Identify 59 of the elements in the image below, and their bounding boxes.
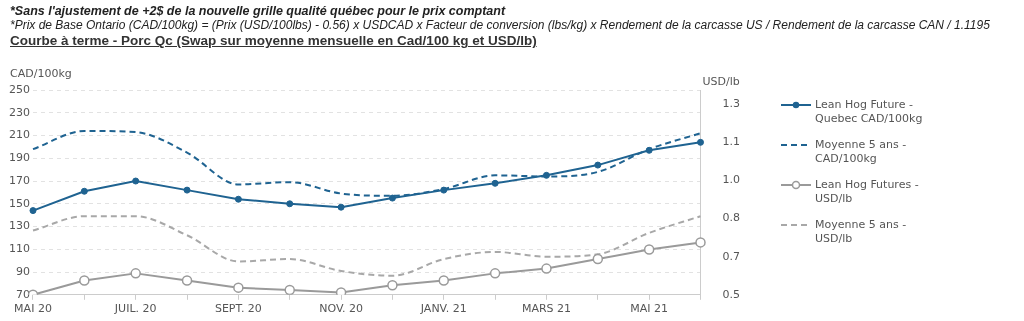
y-tick-label: 190 — [9, 151, 30, 165]
point — [79, 275, 90, 286]
y-tick-label: 170 — [9, 173, 30, 187]
point — [645, 146, 653, 154]
point — [388, 194, 396, 202]
y-tick-label: 210 — [9, 128, 30, 142]
point — [284, 284, 295, 295]
point — [491, 179, 499, 187]
y-tick-label: 130 — [9, 219, 30, 233]
y2-tick-label: 0.5 — [722, 287, 741, 301]
point — [29, 207, 37, 215]
y-tick-label: 70 — [16, 287, 30, 301]
y2-tick-label: 0.7 — [722, 249, 741, 263]
y-tick-label: 90 — [16, 264, 30, 278]
point — [542, 171, 550, 179]
point — [541, 263, 552, 274]
legend-label: Moyenne 5 ans - CAD/100kg — [815, 138, 908, 166]
point — [438, 275, 450, 286]
point — [130, 268, 141, 279]
text: *Prix de Base Ontario (CAD/100kg) = (Prix (USD/100lbs) - 0.56) x USDCAD x Facteur de conversion (lbs/kg) x Rendement de la carcasse US / Rendement de la carcasse CAN / 1.1195 — [10, 18, 991, 32]
point — [592, 253, 604, 265]
y2-tick-label: 1.3 — [722, 97, 741, 111]
point — [181, 275, 193, 286]
point — [387, 280, 398, 291]
x-tick-label: JUIL. 20 — [113, 302, 157, 316]
x-tick-label: MAI 20 — [14, 302, 52, 316]
point — [286, 200, 294, 208]
x-tick-label: JANV. 21 — [419, 302, 467, 316]
point — [695, 237, 706, 248]
line-series — [32, 215, 702, 277]
point — [697, 138, 705, 146]
x-tick-label: NOV. 20 — [319, 302, 363, 316]
y2-tick-label: 1.0 — [722, 173, 741, 187]
y-tick-label: 110 — [9, 242, 30, 256]
y-tick-label: 250 — [9, 82, 30, 96]
y2-tick-label: 1.1 — [722, 135, 741, 149]
y-tick-label: 230 — [9, 105, 30, 119]
point — [234, 195, 242, 203]
y2-tick-label: 0.8 — [722, 211, 741, 225]
point — [594, 161, 602, 169]
legend-label: Moyenne 5 ans - USD/lb — [815, 218, 908, 246]
legend-label: Lean Hog Futures - USD/lb — [815, 178, 920, 206]
text: *Sans l'ajustement de +2$ de la nouvelle grille qualité québec pour le prix comptant — [10, 4, 507, 18]
x-tick-label: MARS 21 — [521, 302, 572, 316]
x-tick-label: SEPT. 20 — [214, 302, 262, 316]
x-tick-label: MAI 21 — [630, 302, 669, 316]
point — [489, 268, 501, 279]
y2-axis-title: USD/lb — [702, 75, 740, 89]
point — [337, 203, 345, 211]
point — [80, 187, 88, 195]
point — [183, 186, 191, 194]
point — [643, 244, 655, 255]
point — [440, 186, 448, 194]
chart-title: Courbe à terme - Porc Qc (Swap sur moyenne mensuelle en Cad/100 kg et USD/lb) — [10, 33, 538, 48]
point — [132, 177, 140, 185]
point — [233, 282, 244, 293]
y-axis-title: CAD/100kg — [10, 67, 72, 81]
y-tick-label: 150 — [9, 196, 30, 210]
legend-label: Lean Hog Future - Quebec CAD/100kg — [815, 98, 924, 126]
